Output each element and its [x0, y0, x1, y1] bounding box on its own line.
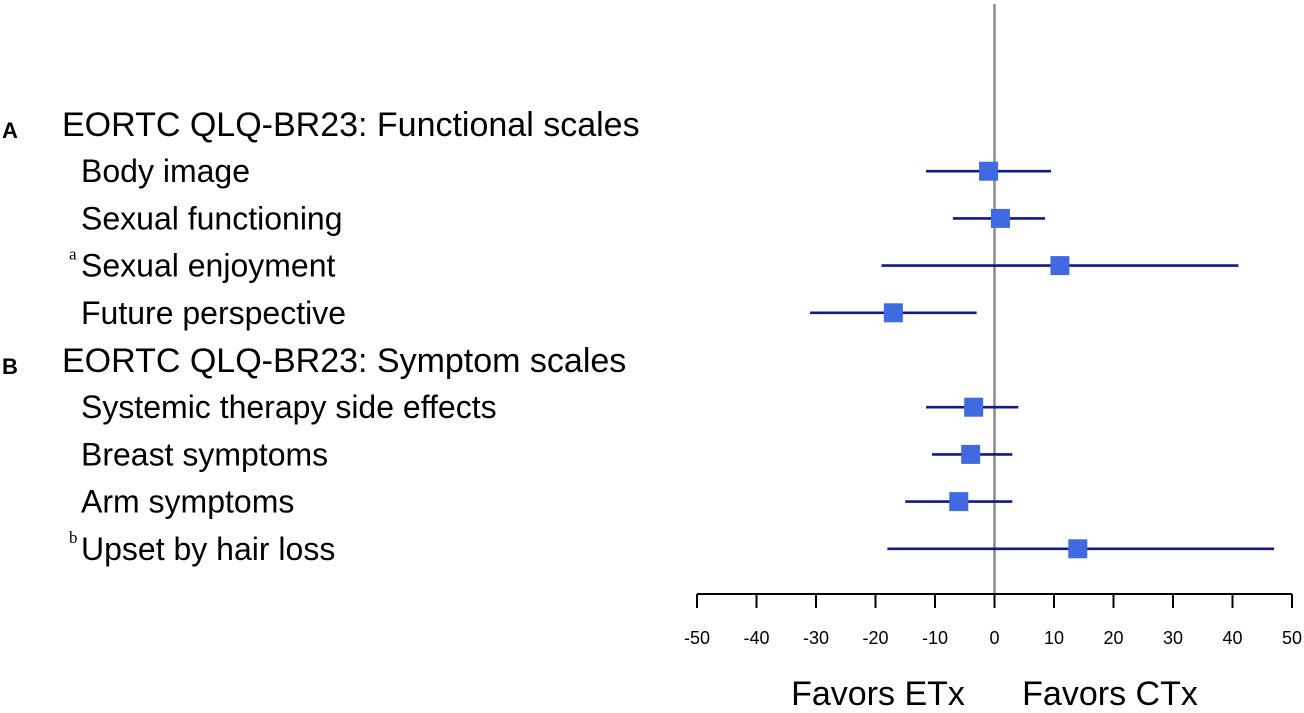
x-tick-label-20: 20 — [1103, 628, 1123, 648]
point-estimate-upset-by-hair-loss — [1068, 539, 1088, 559]
x-tick-label--30: -30 — [803, 628, 829, 648]
point-estimate-sexual-enjoyment — [1050, 256, 1070, 276]
favors-etx-label: Favors ETx — [791, 675, 965, 713]
row-label-systemic-therapy-side-effects: Systemic therapy side effects — [81, 389, 497, 425]
section-title-a: EORTC QLQ-BR23: Functional scales — [62, 106, 640, 144]
row-labels: A EORTC QLQ-BR23: Functional scales Body i… — [2, 106, 640, 567]
x-tick-label--40: -40 — [743, 628, 769, 648]
point-estimate-body-image — [979, 161, 999, 181]
estimate-marks — [810, 161, 1275, 559]
x-tick-label-50: 50 — [1282, 628, 1302, 648]
row-label-sexual-functioning: Sexual functioning — [81, 200, 343, 236]
x-tick-label-0: 0 — [989, 628, 999, 648]
panel-label-b: B — [2, 354, 18, 379]
x-tick-label--20: -20 — [862, 628, 888, 648]
x-tick-label--50: -50 — [684, 628, 710, 648]
favors-ctx-label: Favors CTx — [1022, 675, 1198, 713]
row-label-upset-by-hair-loss: Upset by hair loss — [81, 531, 335, 567]
row-label-future-perspective: Future perspective — [81, 295, 346, 331]
row-label-arm-symptoms: Arm symptoms — [81, 484, 294, 520]
row-label-sexual-enjoyment: Sexual enjoyment — [81, 248, 335, 284]
row-label-body-image: Body image — [81, 153, 250, 189]
x-tick-label-30: 30 — [1163, 628, 1183, 648]
point-estimate-arm-symptoms — [949, 492, 969, 512]
row-label-breast-symptoms: Breast symptoms — [81, 436, 328, 472]
point-estimate-breast-symptoms — [961, 444, 981, 464]
point-estimate-future-perspective — [883, 303, 903, 323]
x-tick-label--10: -10 — [922, 628, 948, 648]
x-tick-label-10: 10 — [1044, 628, 1064, 648]
x-tick-label-40: 40 — [1222, 628, 1242, 648]
section-title-b: EORTC QLQ-BR23: Symptom scales — [62, 342, 626, 380]
footnote-marker-a: a — [69, 245, 77, 264]
point-estimate-systemic-therapy-side-effects — [964, 397, 984, 417]
point-estimate-sexual-functioning — [990, 208, 1010, 228]
x-axis: -50 -40 -30 -20 -10 0 10 20 30 40 50 Favors ETx Favo… — [684, 593, 1302, 713]
footnote-marker-b: b — [69, 528, 78, 547]
panel-label-a: A — [2, 118, 18, 143]
